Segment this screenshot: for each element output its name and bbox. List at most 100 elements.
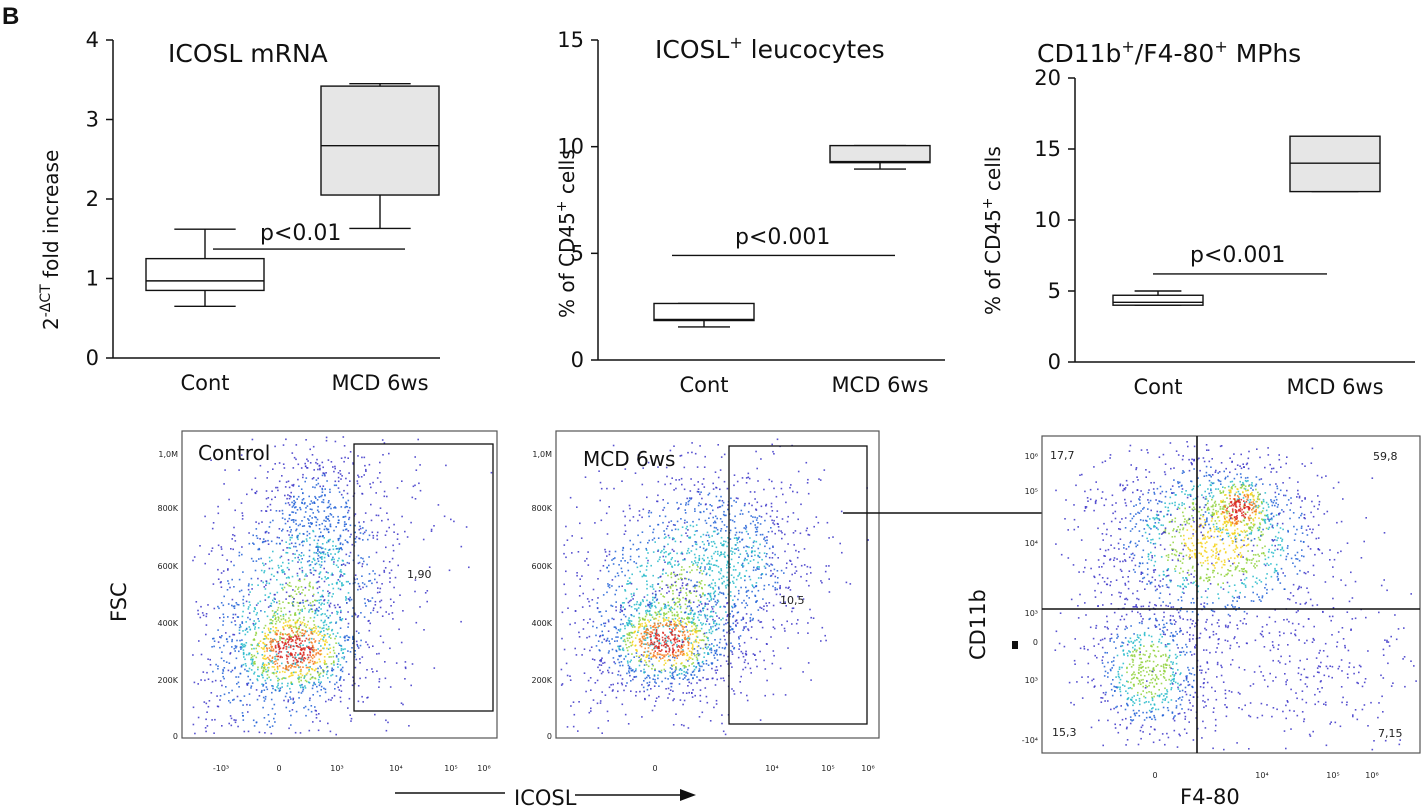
event-dot <box>330 663 333 665</box>
event-dot <box>639 604 642 607</box>
event-dot <box>643 651 645 653</box>
event-dot <box>314 535 317 538</box>
event-dot <box>596 607 599 610</box>
event-dot <box>315 668 317 670</box>
event-dot <box>650 614 653 616</box>
event-dot <box>688 552 691 554</box>
event-dot <box>304 511 307 513</box>
event-dot <box>688 601 690 604</box>
event-dot <box>211 719 213 721</box>
event-dot <box>323 472 325 475</box>
event-dot <box>605 512 608 515</box>
event-dot <box>756 567 758 569</box>
event-dot <box>319 672 322 675</box>
event-dot <box>642 600 644 603</box>
event-dot <box>697 491 700 493</box>
event-dot <box>290 664 292 666</box>
event-dot <box>243 643 245 646</box>
event-dot <box>674 603 677 605</box>
event-dot <box>314 612 316 615</box>
event-dot <box>646 656 648 658</box>
event-dot <box>683 618 685 620</box>
event-dot <box>669 689 672 691</box>
event-dot <box>651 602 653 605</box>
event-dot <box>265 510 268 512</box>
event-dot <box>665 641 668 644</box>
event-dot <box>320 645 322 647</box>
event-dot <box>297 463 300 466</box>
event-dot <box>287 641 290 643</box>
event-dot <box>367 620 370 622</box>
event-dot <box>651 626 654 628</box>
event-dot <box>292 511 295 514</box>
event-dot <box>279 633 282 636</box>
event-dot <box>595 634 597 637</box>
event-dot <box>683 652 685 655</box>
event-dot <box>726 545 728 548</box>
event-dot <box>789 560 792 562</box>
y-axis-label: 2-ΔCT fold increase <box>38 150 63 330</box>
event-dot <box>292 698 294 701</box>
event-dot <box>299 602 301 604</box>
event-dot <box>256 650 259 653</box>
event-dot <box>767 531 770 533</box>
event-dot <box>256 678 258 680</box>
event-dot <box>312 627 315 629</box>
event-dot <box>824 570 827 573</box>
event-dot <box>608 640 610 642</box>
event-dot <box>247 675 249 678</box>
event-dot <box>326 653 329 655</box>
event-dot <box>663 654 665 656</box>
event-dot <box>737 538 739 540</box>
event-dot <box>658 590 661 592</box>
event-dot <box>278 651 281 653</box>
event-dot <box>676 637 679 640</box>
event-dot <box>315 713 318 716</box>
event-dot <box>287 480 290 483</box>
event-dot <box>701 639 704 641</box>
event-dot <box>604 559 607 562</box>
event-dot <box>247 585 250 587</box>
event-dot <box>729 595 732 597</box>
event-dot <box>369 579 372 582</box>
event-dot <box>725 660 728 662</box>
event-dot <box>205 730 207 733</box>
event-dot <box>400 641 403 644</box>
event-dot <box>262 581 264 584</box>
event-dot <box>763 588 765 591</box>
event-dot <box>682 703 684 706</box>
event-dot <box>343 679 345 681</box>
event-dot <box>684 622 687 625</box>
event-dot <box>300 692 303 694</box>
event-dot <box>723 524 726 526</box>
event-dot <box>669 552 672 554</box>
event-dot <box>267 638 270 640</box>
event-dot <box>276 665 279 668</box>
event-dot <box>821 581 823 584</box>
event-dot <box>772 626 775 628</box>
event-dot <box>249 678 252 681</box>
event-dot <box>563 544 566 546</box>
event-dot <box>734 544 737 546</box>
event-dot <box>293 456 296 459</box>
event-dot <box>322 647 324 650</box>
event-dot <box>226 640 229 643</box>
event-dot <box>686 617 688 619</box>
event-dot <box>341 666 344 669</box>
event-dot <box>273 717 275 720</box>
event-dot <box>318 465 321 467</box>
event-dot <box>282 633 284 636</box>
event-dot <box>649 636 652 638</box>
event-dot <box>253 610 255 613</box>
event-dot <box>737 575 739 577</box>
event-dot <box>290 667 292 669</box>
event-dot <box>614 593 616 596</box>
event-dot <box>357 647 360 649</box>
event-dot <box>337 686 339 689</box>
event-dot <box>291 536 293 539</box>
event-dot <box>749 667 752 670</box>
event-dot <box>279 687 282 689</box>
event-dot <box>674 636 676 638</box>
event-dot <box>720 553 722 556</box>
event-dot <box>653 685 656 687</box>
